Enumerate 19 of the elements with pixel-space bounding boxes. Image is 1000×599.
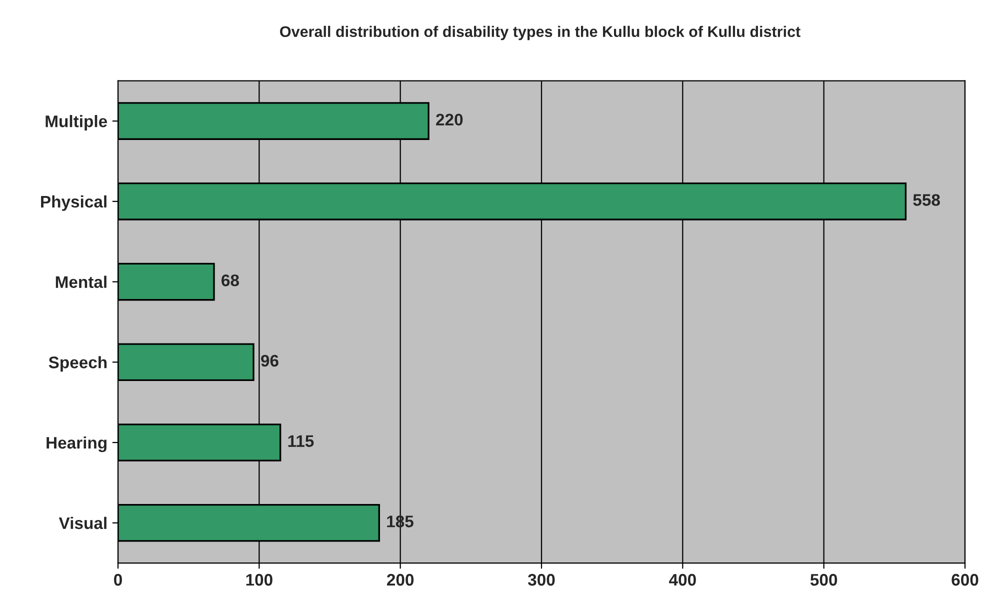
data-label: 558 <box>913 194 940 206</box>
y-tick-label: Physical <box>41 195 106 211</box>
x-tick-label: 300 <box>528 574 555 586</box>
y-tick-label: Visual <box>58 516 106 530</box>
y-tick-label: Hearing <box>46 436 106 452</box>
x-tick-label: 400 <box>669 574 696 586</box>
data-label: 68 <box>222 274 239 286</box>
x-tick-label: 200 <box>387 574 414 586</box>
data-label: 220 <box>436 114 463 126</box>
x-tick-label: 0 <box>114 574 122 586</box>
y-tick-label: Speech <box>48 356 107 372</box>
y-tick-label: Mental <box>56 276 106 288</box>
data-label: 96 <box>261 354 278 367</box>
data-label: 115 <box>288 435 314 447</box>
x-tick-label: 500 <box>810 574 838 586</box>
x-tick-label: 100 <box>246 574 272 586</box>
x-tick-label: 600 <box>952 574 978 586</box>
chart-title: Overall distribution of disability types in the Kullu block of Kullu district <box>280 26 800 40</box>
y-tick-label: Multiple <box>46 115 108 131</box>
